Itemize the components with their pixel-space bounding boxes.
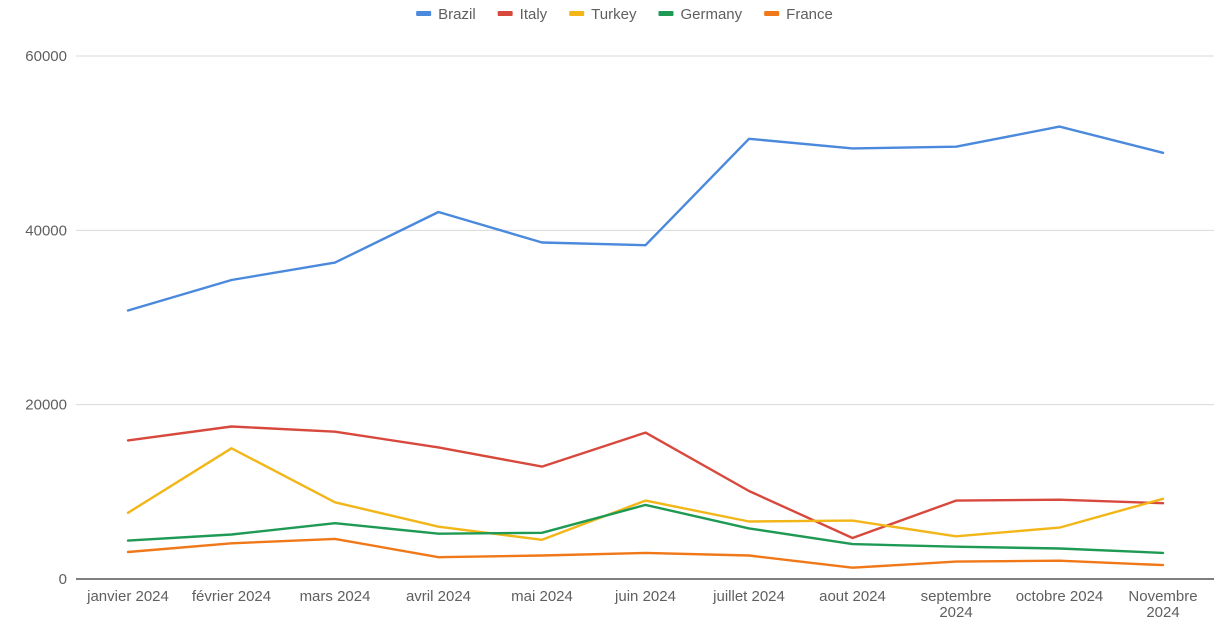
- legend-label: Italy: [520, 6, 548, 23]
- y-tick-label: 60000: [25, 48, 67, 65]
- legend-swatch: [497, 11, 513, 16]
- series-line-france: [126, 537, 1165, 569]
- legend-item-brazil: Brazil: [416, 6, 476, 23]
- series-lines: [126, 125, 1165, 569]
- x-tick-label: octobre 2024: [1016, 588, 1104, 605]
- series-line-turkey: [126, 447, 1165, 541]
- legend: Brazil Italy Turkey Germany France: [416, 6, 833, 23]
- legend-label: Germany: [680, 6, 742, 23]
- legend-item-turkey: Turkey: [569, 6, 637, 23]
- x-tick-label: mars 2024: [300, 588, 371, 605]
- y-tick-label: 0: [59, 571, 67, 588]
- x-tick-label: juin 2024: [614, 588, 676, 605]
- x-tick-label: aout 2024: [819, 588, 886, 605]
- legend-swatch: [764, 11, 780, 16]
- series-line-brazil: [126, 125, 1165, 312]
- y-axis-ticks: 0 20000 40000 60000: [25, 48, 67, 588]
- y-tick-label: 20000: [25, 397, 67, 414]
- legend-swatch: [658, 11, 674, 16]
- legend-swatch: [416, 11, 432, 16]
- legend-label: Brazil: [438, 6, 476, 23]
- x-tick-label: mai 2024: [511, 588, 573, 605]
- x-axis-ticks: janvier 2024 février 2024 mars 2024 avril 2…: [86, 588, 1197, 621]
- x-tick-label: juillet 2024: [712, 588, 785, 605]
- gridlines: [76, 55, 1214, 406]
- x-tick-label: avril 2024: [406, 588, 471, 605]
- x-tick-label: Novembre 2024: [1128, 588, 1197, 621]
- legend-label: France: [786, 6, 833, 23]
- legend-item-germany: Germany: [658, 6, 743, 23]
- legend-item-france: France: [764, 6, 833, 23]
- series-line-germany: [126, 503, 1165, 555]
- legend-swatch: [569, 11, 585, 16]
- y-tick-label: 40000: [25, 222, 67, 239]
- x-tick-label: janvier 2024: [86, 588, 169, 605]
- x-tick-label: septembre 2024: [921, 588, 992, 621]
- x-tick-label: février 2024: [192, 588, 271, 605]
- series-line-italy: [126, 425, 1165, 540]
- legend-label: Turkey: [591, 6, 637, 23]
- legend-item-italy: Italy: [497, 6, 548, 23]
